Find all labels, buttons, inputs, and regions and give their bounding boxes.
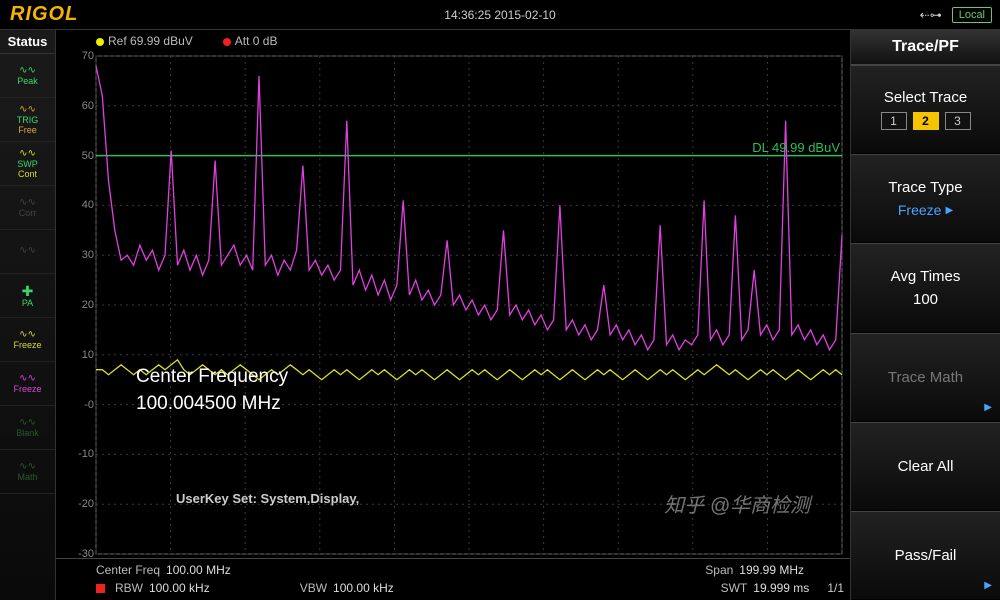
y-axis-label: 50 [82, 150, 94, 162]
status-item[interactable]: ∿∿ [0, 230, 55, 274]
brand-logo: RIGOL [0, 3, 88, 26]
swt-label: SWT [721, 581, 748, 595]
status-header: Status [0, 30, 55, 54]
bottom-bar: Center Freq 100.00 MHz Span 199.99 MHz R… [56, 558, 850, 600]
status-item[interactable]: ∿∿Blank [0, 406, 55, 450]
ref-label: Ref [108, 34, 127, 48]
att-label: Att [235, 34, 250, 48]
right-sidebar: Trace/PF Select Trace 123 Trace Type Fre… [850, 30, 1000, 600]
status-item[interactable]: ∿∿Math [0, 450, 55, 494]
y-axis-label: 10 [82, 349, 94, 361]
right-header: Trace/PF [851, 30, 1000, 65]
center-frequency-readout: Center Frequency 100.004500 MHz [136, 363, 288, 418]
userkey-text: UserKey Set: System,Display, [176, 491, 359, 506]
swt-value: 19.999 ms [753, 581, 809, 595]
usb-icon: ⇠⊶ [920, 8, 942, 22]
pass-fail-button[interactable]: Pass/Fail ▶ [851, 511, 1000, 600]
y-axis-label: -30 [78, 548, 94, 560]
y-axis-label: 70 [82, 50, 94, 62]
trace-math-button[interactable]: Trace Math ▶ [851, 333, 1000, 422]
y-axis-label: -10 [78, 448, 94, 460]
vbw-label: VBW [300, 581, 327, 595]
y-axis-label: -20 [78, 498, 94, 510]
cf-value: 100.00 MHz [166, 563, 231, 577]
cf-label: Center Freq [96, 563, 160, 577]
avg-times-value: 100 [913, 291, 938, 308]
avg-times-label: Avg Times [891, 268, 961, 285]
spectrum-chart [56, 52, 850, 558]
clear-all-button[interactable]: Clear All [851, 422, 1000, 511]
vbw-value: 100.00 kHz [333, 581, 394, 595]
status-item[interactable]: ∿∿SWPCont [0, 142, 55, 186]
clear-all-label: Clear All [898, 458, 954, 475]
chevron-right-icon: ▶ [945, 205, 953, 216]
ref-value: 69.99 dBuV [130, 34, 193, 48]
center-freq-value: 100.004500 MHz [136, 390, 288, 418]
pass-fail-label: Pass/Fail [895, 547, 957, 564]
span-value: 199.99 MHz [739, 563, 804, 577]
y-axis-label: -0 [84, 399, 94, 411]
trace-type-value: Freeze [898, 202, 942, 218]
trace-num-2[interactable]: 2 [913, 112, 939, 130]
rbw-label: RBW [115, 581, 143, 595]
avg-times-button[interactable]: Avg Times 100 [851, 243, 1000, 332]
status-item[interactable]: ∿∿Freeze [0, 318, 55, 362]
rbw-value: 100.00 kHz [149, 581, 210, 595]
y-axis-label: 40 [82, 199, 94, 211]
trace-math-label: Trace Math [888, 369, 963, 386]
status-item[interactable]: ∿∿Corr [0, 186, 55, 230]
trace-type-label: Trace Type [888, 179, 962, 196]
select-trace-label: Select Trace [884, 89, 967, 106]
plot-area: 70605040302010-0-10-20-30 DL 49.99 dBuV … [56, 52, 850, 558]
center-panel: Ref 69.99 dBuV Att 0 dB 70 60 50 40 30 20 10 -0… [56, 30, 850, 600]
timestamp: 14:36:25 2015-02-10 [444, 8, 555, 22]
chevron-right-icon: ▶ [984, 402, 992, 413]
status-item[interactable]: ∿∿TRIGFree [0, 98, 55, 142]
local-badge[interactable]: Local [952, 7, 992, 23]
status-item[interactable]: ∿∿Freeze [0, 362, 55, 406]
att-value: 0 dB [253, 34, 278, 48]
ref-bar: Ref 69.99 dBuV Att 0 dB [56, 30, 850, 52]
trace-num-1[interactable]: 1 [881, 112, 907, 130]
trace-type-button[interactable]: Trace Type Freeze▶ [851, 154, 1000, 243]
status-item[interactable]: ∿∿Peak [0, 54, 55, 98]
chevron-right-icon: ▶ [984, 580, 992, 591]
left-sidebar: Status ∿∿Peak∿∿TRIGFree∿∿SWPCont∿∿Corr∿∿… [0, 30, 56, 600]
status-item[interactable]: ✚PA [0, 274, 55, 318]
trace-num-3[interactable]: 3 [945, 112, 971, 130]
rbw-indicator-icon [96, 584, 105, 593]
top-bar: RIGOL 14:36:25 2015-02-10 ⇠⊶ Local [0, 0, 1000, 30]
center-freq-title: Center Frequency [136, 363, 288, 391]
span-label: Span [705, 563, 733, 577]
y-axis-label: 30 [82, 249, 94, 261]
y-axis-label: 60 [82, 100, 94, 112]
page-indicator: 1/1 [827, 581, 844, 595]
select-trace-button[interactable]: Select Trace 123 [851, 65, 1000, 154]
y-axis-label: 20 [82, 299, 94, 311]
display-line-label: DL 49.99 dBuV [752, 140, 840, 155]
